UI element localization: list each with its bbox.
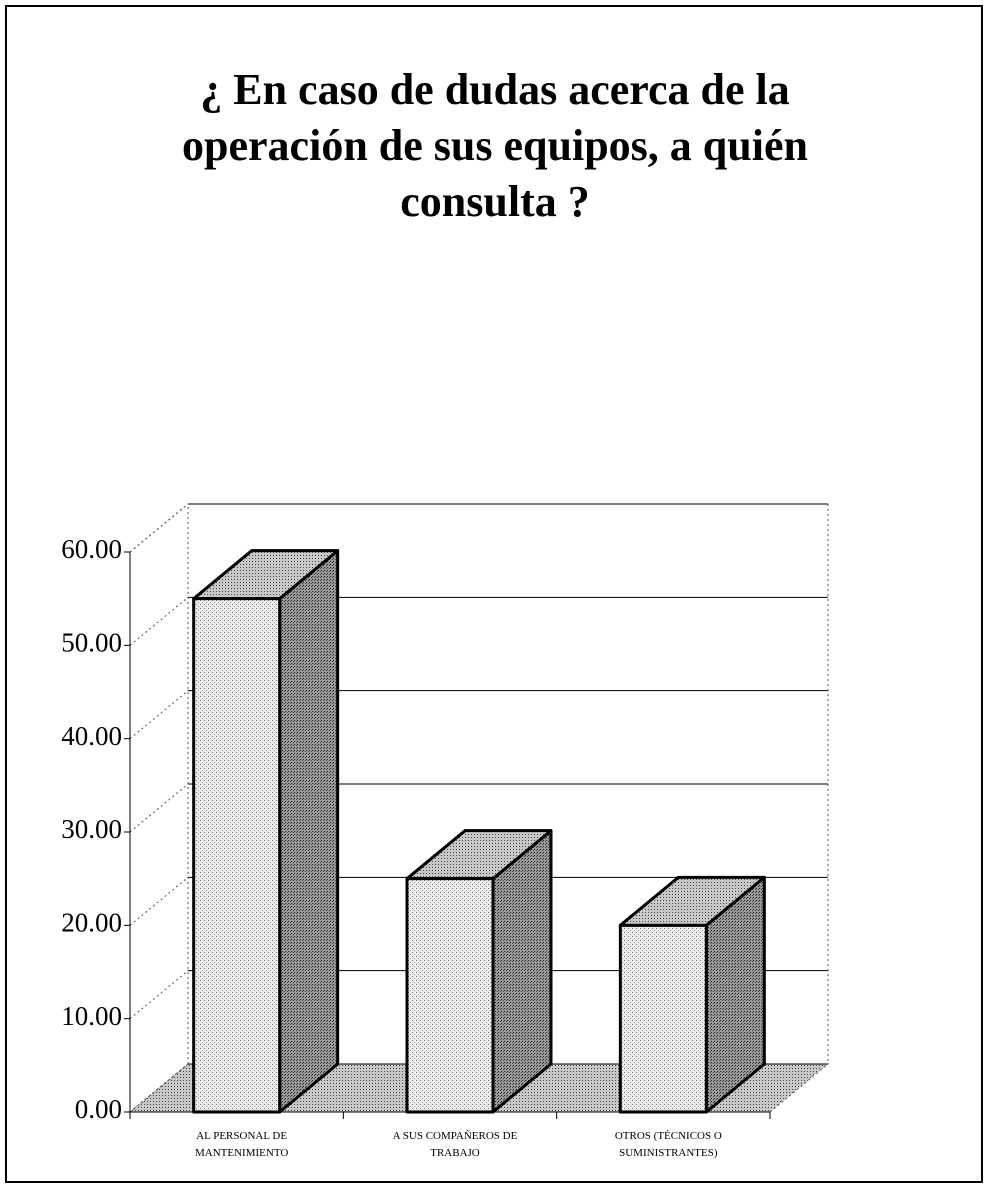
- grid-diagonal: [129, 690, 189, 740]
- x-tick-label: AL PERSONAL DE MANTENIMIENTO: [195, 1130, 289, 1159]
- y-tick-label: 10.00: [61, 1001, 122, 1031]
- grid-diagonal: [129, 876, 189, 926]
- bar-front: [192, 597, 282, 1114]
- bar-front: [405, 877, 495, 1114]
- grid-diagonal: [129, 783, 189, 833]
- bar-front: [618, 923, 708, 1114]
- x-tick-label: A SUS COMPAÑEROS DE TRABAJO: [392, 1130, 518, 1159]
- grid-diagonal: [129, 970, 189, 1020]
- grid-diagonal: [129, 596, 189, 646]
- grid-diagonal: [129, 503, 189, 553]
- y-tick-label: 60.00: [61, 534, 122, 564]
- chart-title: ¿ En caso de dudas acerca de la operació…: [182, 65, 808, 226]
- y-tick-label: 0.00: [75, 1094, 122, 1124]
- bar: [405, 829, 553, 1114]
- y-tick-label: 30.00: [61, 814, 122, 844]
- frame: [5, 5, 983, 1183]
- bar: [618, 875, 766, 1114]
- bar: [192, 549, 340, 1114]
- y-tick-label: 50.00: [61, 628, 122, 658]
- x-tick-label: OTROS (TÉCNICOS O SUMINISTRANTES): [614, 1130, 722, 1159]
- y-tick-label: 20.00: [61, 908, 122, 938]
- bar-side: [278, 549, 340, 1114]
- y-tick-label: 40.00: [61, 721, 122, 751]
